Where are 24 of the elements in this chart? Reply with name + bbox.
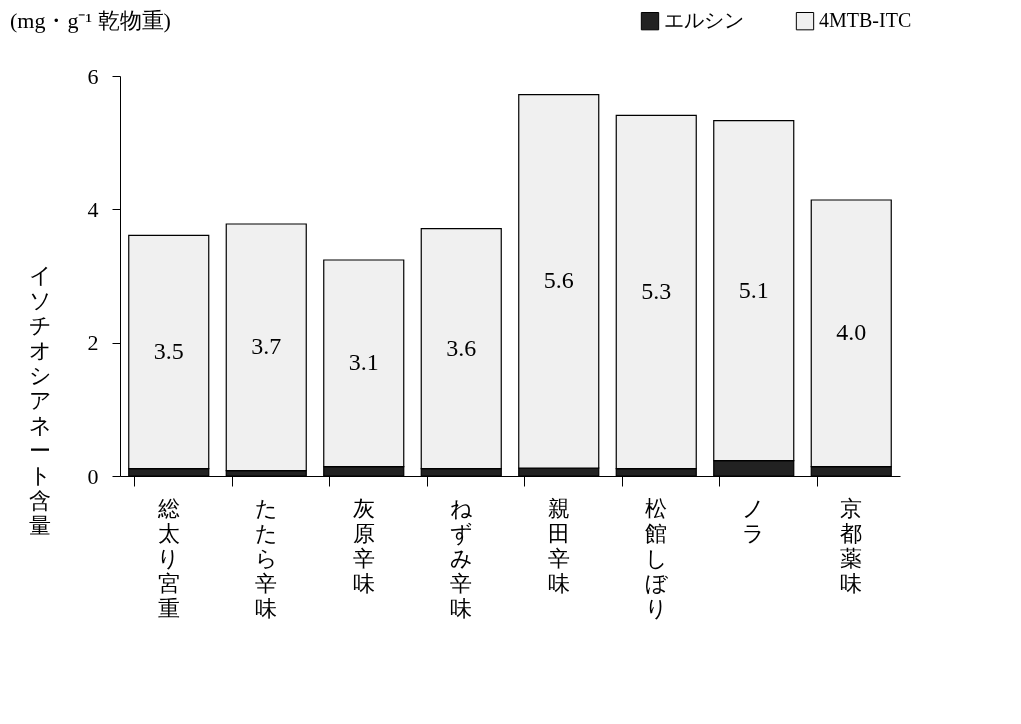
x-tick-label: 松館しぼり — [644, 495, 669, 621]
x-tick-label: ねずみ辛味 — [449, 495, 473, 621]
data-label: 4.0 — [836, 319, 867, 346]
data-label: 5.3 — [641, 278, 672, 304]
text: (mg・g⁻¹ 乾物重) — [10, 8, 171, 33]
legend-label: 4MTB-ITC — [819, 9, 912, 32]
y-tick-label: 0 — [87, 463, 99, 489]
data-label: 5.6 — [543, 267, 574, 294]
x-tick-label: 総太り宮重 — [156, 495, 181, 621]
data-label: 3.7 — [251, 333, 282, 360]
legend-label: エルシン — [664, 9, 744, 32]
data-label: 5.1 — [738, 276, 769, 303]
y-tick-label: 6 — [87, 63, 99, 89]
text: イソチオシアネート含量 — [28, 263, 52, 538]
x-tick-label: たたら辛味 — [254, 495, 278, 621]
x-tick-label: 親田辛味 — [547, 495, 570, 596]
data-label: 3.6 — [446, 334, 477, 361]
data-label: 3.5 — [153, 338, 184, 364]
x-tick-label: ノラ — [742, 495, 766, 546]
x-tick-label: 京都薬味 — [840, 495, 863, 596]
data-label: 3.1 — [348, 349, 379, 376]
x-tick-label: 灰原辛味 — [352, 495, 375, 596]
y-tick-label: 4 — [87, 196, 99, 222]
y-tick-label: 2 — [87, 330, 99, 356]
